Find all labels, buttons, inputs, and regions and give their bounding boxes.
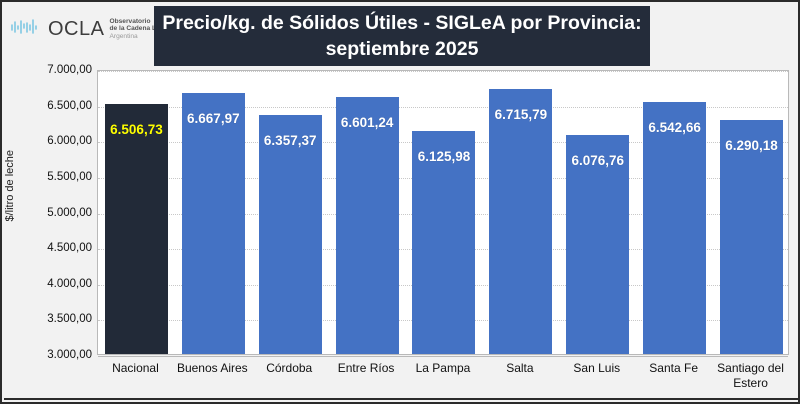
x-axis-tick-label: La Pampa [415, 361, 471, 375]
gridline [98, 71, 788, 72]
bar[interactable] [412, 131, 476, 354]
bar-value-label: 6.601,24 [340, 115, 394, 131]
bar[interactable] [566, 134, 630, 354]
bar-value-label: 6.076,76 [571, 152, 625, 168]
chart-title-line1: Precio/kg. de Sólidos Útiles - SIGLeA po… [162, 11, 642, 34]
bar-value-label: 6.542,66 [648, 119, 701, 135]
bar-slot: 6.076,76 [559, 71, 636, 354]
y-axis-tick-label: 7.000,00 [47, 64, 92, 76]
bar-slot: 6.601,24 [329, 71, 406, 354]
ocla-logo: OCLA Observatorio de la Cadena Láctea Ar… [10, 11, 173, 47]
bar-value-label: 6.667,97 [187, 110, 240, 126]
brand-tagline: Observatorio de la Cadena Láctea Argenti… [109, 18, 172, 39]
bar[interactable] [489, 89, 553, 354]
bar-value-label: 6.506,73 [110, 122, 163, 138]
bar-slot: 6.357,37 [252, 71, 329, 354]
bar[interactable] [720, 119, 784, 354]
x-axis-tick-labels: Nacional Buenos Aires Córdoba Entre Ríos La … [97, 357, 789, 401]
y-axis-tick-label: 5.500,00 [47, 170, 92, 183]
brand-tagline-line3: Argentina [109, 32, 138, 40]
brand-tagline-line1: Observatorio [109, 18, 151, 26]
x-axis-rule [4, 398, 798, 400]
y-axis-tick-label: 3.500,00 [47, 313, 92, 326]
bar-value-label: 6.357,37 [263, 132, 317, 148]
bar-slot: 6.290,18 [713, 71, 790, 354]
plot-area: 6.506,73 6.667,97 6.357,37 6.601,24 6.125,98… [97, 70, 789, 357]
bar[interactable] [335, 97, 399, 354]
y-axis-title: $/litro de leche [4, 150, 16, 222]
x-axis-tick-label: Nacional [112, 361, 159, 375]
bar-value-label: 6.290,18 [725, 137, 778, 153]
x-axis-tick-label: Córdoba [266, 361, 313, 375]
y-axis-tick-labels: 7.000,00 6.500,00 6.000,00 5.500,00 5.000,00… [22, 64, 92, 361]
y-axis-tick-label: 5.000,00 [47, 206, 92, 219]
bar-slot: 6.506,73 [98, 71, 175, 354]
x-axis-tick-label: Entre Ríos [337, 361, 395, 375]
x-axis-tick-label: Santa Fe [649, 361, 698, 375]
brand-tagline-line2: de la Cadena Láctea [109, 25, 173, 33]
x-axis-tick-label: Salta [506, 361, 534, 375]
bars-layer: 6.506,73 6.667,97 6.357,37 6.601,24 6.125,98… [98, 71, 788, 354]
chart-title-line2: septiembre 2025 [325, 38, 479, 60]
bar-slot: 6.715,79 [482, 71, 559, 354]
x-axis-tick-label: Buenos Aires [176, 361, 248, 375]
bar-national[interactable] [104, 104, 168, 354]
waveform-icon [10, 17, 44, 42]
bar[interactable] [181, 92, 245, 354]
x-axis-tick-label: Santiago del Estero [717, 361, 784, 390]
chart-title-banner: Precio/kg. de Sólidos Útiles - SIGLeA po… [154, 6, 650, 66]
bar-slot: 6.542,66 [636, 71, 713, 354]
bar[interactable] [258, 114, 322, 354]
y-axis-tick-label: 6.000,00 [47, 135, 92, 148]
gridline [98, 106, 788, 108]
gridline [98, 356, 788, 357]
bar-slot: 6.667,97 [175, 71, 252, 354]
bar-value-label: 6.125,98 [417, 149, 471, 165]
brand-name: OCLA [48, 17, 105, 40]
bar-value-label: 6.715,79 [494, 107, 548, 123]
y-axis-tick-label: 3.000,00 [47, 349, 92, 361]
bar[interactable] [643, 101, 707, 354]
y-axis-tick-label: 4.000,00 [47, 277, 92, 290]
y-axis-tick-label: 4.500,00 [47, 242, 92, 255]
y-axis-tick-label: 6.500,00 [47, 99, 92, 112]
bar-slot: 6.125,98 [406, 71, 483, 354]
x-axis-tick-label: San Luis [573, 361, 621, 375]
